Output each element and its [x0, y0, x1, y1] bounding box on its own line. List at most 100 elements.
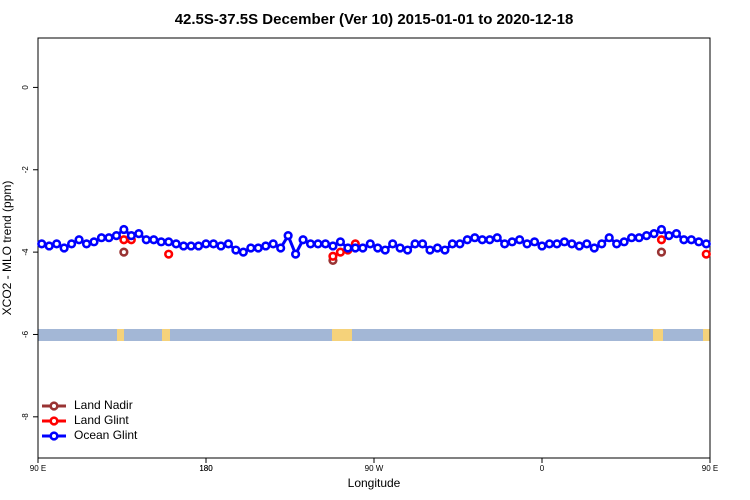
data-point: [619, 237, 629, 247]
data-point: [96, 233, 107, 243]
data-point: [582, 239, 592, 249]
surface-band: [38, 329, 710, 341]
y-axis-label: XCO2 - MLO trend (ppm): [0, 181, 14, 316]
data-point: [223, 239, 233, 249]
x-tick-label: 90 E: [702, 464, 718, 473]
data-point: [231, 245, 241, 255]
data-point: [283, 231, 293, 241]
data-point: [634, 233, 644, 243]
data-point: [485, 235, 495, 245]
data-point: [656, 235, 667, 245]
data-point: [261, 241, 271, 251]
data-point: [365, 239, 375, 249]
data-point: [380, 245, 390, 255]
data-point: [574, 241, 584, 251]
legend-label: Land Glint: [74, 413, 129, 427]
data-point: [604, 233, 614, 243]
data-point: [641, 231, 652, 241]
data-point: [119, 247, 129, 257]
data-point: [656, 247, 667, 257]
y-tick-label: -4: [21, 248, 30, 256]
legend-label: Ocean Glint: [74, 428, 138, 442]
data-point: [164, 237, 174, 247]
ocean-band: [38, 329, 710, 341]
data-point: [89, 237, 99, 247]
data-point: [179, 241, 189, 251]
data-point: [432, 243, 443, 253]
data-point: [492, 233, 502, 243]
data-point: [134, 228, 144, 239]
data-point: [417, 239, 428, 249]
data-point: [350, 243, 360, 253]
data-point: [74, 235, 84, 245]
data-point: [59, 243, 69, 253]
data-point: [193, 241, 204, 251]
data-point: [589, 243, 599, 253]
x-tick-label: 90 E: [30, 464, 46, 473]
chart-title: 42.5S-37.5S December (Ver 10) 2015-01-01…: [175, 11, 574, 28]
data-point: [552, 239, 562, 249]
land-patch: [332, 329, 352, 341]
data-point: [291, 249, 301, 259]
data-point: [529, 237, 540, 247]
data-point: [320, 239, 331, 249]
data-point: [328, 241, 338, 251]
x-axis-label: Longitude: [348, 476, 401, 490]
data-point: [298, 235, 308, 245]
data-point: [410, 239, 420, 249]
x-tick-label: 0: [540, 464, 545, 473]
land-patch: [703, 329, 710, 341]
data-point: [455, 239, 465, 249]
data-point: [52, 239, 62, 249]
data-point: [358, 243, 368, 253]
data-point: [335, 247, 346, 257]
legend-marker: [49, 416, 59, 426]
data-point: [276, 243, 286, 253]
data-point: [208, 239, 219, 249]
data-point: [37, 239, 47, 249]
data-point: [216, 241, 226, 251]
data-point: [559, 237, 570, 247]
data-point: [388, 239, 398, 249]
data-point: [156, 237, 166, 247]
data-point: [186, 241, 196, 251]
data-point: [373, 243, 383, 253]
data-point: [477, 235, 487, 245]
x-tick-label: 90 W: [365, 464, 384, 473]
data-point: [522, 239, 532, 249]
legend-label: Land Nadir: [74, 398, 133, 412]
data-point: [462, 235, 472, 245]
data-point: [425, 245, 435, 255]
x-tick-label: 180: [199, 464, 213, 473]
land-patch: [162, 329, 170, 341]
y-tick-label: -6: [21, 330, 30, 338]
data-point: [253, 243, 263, 253]
data-point: [701, 239, 711, 249]
y-tick-label: 0: [21, 85, 30, 90]
data-point: [567, 239, 577, 249]
x-tick-label: 180: [199, 464, 213, 473]
data-point: [141, 235, 151, 245]
data-point: [597, 239, 607, 249]
data-point: [514, 235, 525, 245]
land-patch: [117, 329, 124, 341]
data-point: [544, 239, 555, 249]
data-point: [119, 224, 129, 235]
data-point: [328, 251, 338, 261]
data-point: [447, 239, 458, 249]
data-point: [507, 237, 517, 247]
data-point: [313, 239, 323, 249]
data-point: [111, 231, 121, 241]
data-point: [119, 235, 129, 245]
land-patch: [653, 329, 663, 341]
data-point: [440, 245, 450, 255]
data-point: [305, 239, 316, 249]
data-point: [81, 239, 92, 249]
data-point: [395, 243, 405, 253]
data-point: [679, 235, 689, 245]
data-point: [686, 235, 696, 245]
y-tick-label: -2: [21, 166, 30, 174]
data-point: [470, 233, 480, 243]
data-point: [626, 233, 637, 243]
